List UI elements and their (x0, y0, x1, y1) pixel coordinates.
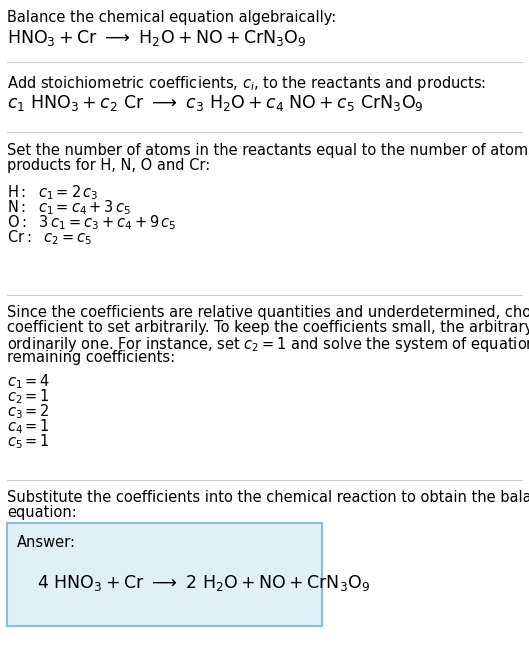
Text: Substitute the coefficients into the chemical reaction to obtain the balanced: Substitute the coefficients into the che… (7, 490, 529, 505)
Text: $c_3 = 2$: $c_3 = 2$ (7, 402, 50, 421)
Text: $\mathrm{N:}\ \ c_1 = c_4 + 3\,c_5$: $\mathrm{N:}\ \ c_1 = c_4 + 3\,c_5$ (7, 198, 131, 217)
Text: $c_4 = 1$: $c_4 = 1$ (7, 417, 50, 435)
Text: Answer:: Answer: (17, 535, 76, 550)
Text: coefficient to set arbitrarily. To keep the coefficients small, the arbitrary va: coefficient to set arbitrarily. To keep … (7, 320, 529, 335)
Text: equation:: equation: (7, 505, 77, 520)
Text: Add stoichiometric coefficients, $c_i$, to the reactants and products:: Add stoichiometric coefficients, $c_i$, … (7, 74, 486, 93)
Text: $\mathregular{HNO_3 + Cr\ \longrightarrow\ H_2O + NO + CrN_3O_9}$: $\mathregular{HNO_3 + Cr\ \longrightarro… (7, 28, 307, 48)
Text: $c_1\ \mathregular{HNO_3} + c_2\ \mathregular{Cr}\ \longrightarrow\ c_3\ \mathre: $c_1\ \mathregular{HNO_3} + c_2\ \mathre… (7, 93, 424, 113)
Text: $c_2 = 1$: $c_2 = 1$ (7, 387, 50, 406)
Text: products for H, N, O and Cr:: products for H, N, O and Cr: (7, 158, 210, 173)
FancyBboxPatch shape (7, 523, 322, 626)
Text: Set the number of atoms in the reactants equal to the number of atoms in the: Set the number of atoms in the reactants… (7, 143, 529, 158)
Text: $\mathrm{O:}\ \ 3\,c_1 = c_3 + c_4 + 9\,c_5$: $\mathrm{O:}\ \ 3\,c_1 = c_3 + c_4 + 9\,… (7, 213, 177, 232)
Text: $\mathrm{H:}\ \ c_1 = 2\,c_3$: $\mathrm{H:}\ \ c_1 = 2\,c_3$ (7, 183, 98, 202)
Text: Since the coefficients are relative quantities and underdetermined, choose a: Since the coefficients are relative quan… (7, 305, 529, 320)
Text: $c_1 = 4$: $c_1 = 4$ (7, 372, 50, 391)
Text: ordinarily one. For instance, set $c_2 = 1$ and solve the system of equations fo: ordinarily one. For instance, set $c_2 =… (7, 335, 529, 354)
Text: Balance the chemical equation algebraically:: Balance the chemical equation algebraica… (7, 10, 336, 25)
Text: remaining coefficients:: remaining coefficients: (7, 350, 175, 365)
Text: $\mathrm{Cr:}\ \ c_2 = c_5$: $\mathrm{Cr:}\ \ c_2 = c_5$ (7, 228, 92, 247)
Text: $4\ \mathregular{HNO_3} + \mathregular{Cr}\ \longrightarrow\ 2\ \mathregular{H_2: $4\ \mathregular{HNO_3} + \mathregular{C… (37, 573, 370, 593)
Text: $c_5 = 1$: $c_5 = 1$ (7, 432, 50, 451)
